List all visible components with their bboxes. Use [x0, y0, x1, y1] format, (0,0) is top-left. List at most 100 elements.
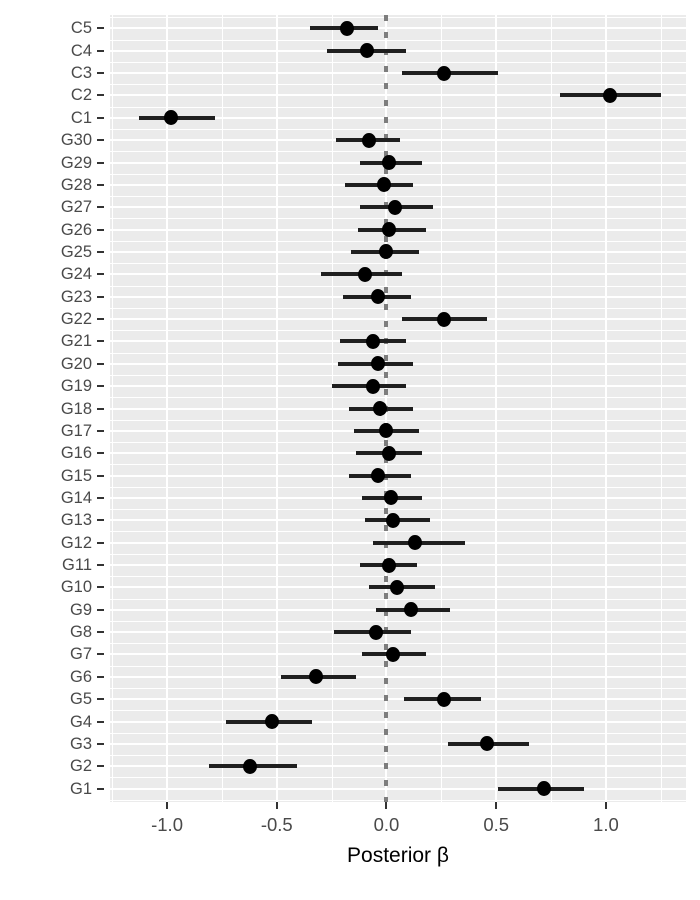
y-axis-tick — [97, 631, 104, 634]
gridline-horizontal-minor — [110, 553, 686, 555]
x-axis-tick-label: 1.0 — [593, 814, 619, 835]
posterior-estimate-point — [386, 646, 401, 662]
y-axis-tick — [97, 496, 104, 499]
gridline-horizontal-minor — [110, 84, 686, 86]
posterior-estimate-point — [243, 758, 258, 774]
y-axis-label: G26 — [60, 220, 92, 239]
gridline-horizontal-minor — [110, 710, 686, 712]
x-axis-tick — [166, 802, 169, 809]
y-axis-label: G29 — [60, 153, 92, 172]
y-axis-tick — [97, 318, 104, 321]
gridline-horizontal-minor — [110, 218, 686, 220]
plot-panel — [110, 15, 686, 802]
posterior-estimate-point — [408, 535, 422, 551]
y-axis-tick — [97, 720, 104, 723]
x-axis-tick-label: -1.0 — [151, 814, 183, 835]
posterior-estimate-point — [381, 445, 396, 461]
posterior-estimate-point — [381, 155, 396, 171]
gridline-horizontal-minor — [110, 374, 686, 376]
y-axis-label: G17 — [60, 421, 92, 440]
y-axis-tick — [97, 273, 104, 276]
gridline-horizontal-major — [110, 720, 686, 723]
posterior-estimate-point — [436, 691, 451, 707]
y-axis-tick — [97, 49, 104, 52]
y-axis-tick — [97, 586, 104, 589]
gridline-horizontal-minor — [110, 352, 686, 354]
gridline-horizontal-minor — [110, 39, 686, 41]
posterior-estimate-point — [309, 669, 324, 685]
gridline-horizontal-minor — [110, 17, 686, 19]
posterior-estimate-point — [359, 43, 374, 59]
y-axis-label: G24 — [60, 265, 92, 284]
posterior-estimate-point — [381, 222, 396, 238]
posterior-estimate-point — [379, 423, 394, 439]
y-axis-tick — [97, 295, 104, 298]
y-axis-label: G10 — [60, 578, 92, 597]
gridline-horizontal-minor — [110, 732, 686, 734]
gridline-horizontal-minor — [110, 419, 686, 421]
y-axis-label: G9 — [69, 600, 92, 619]
x-axis-tick — [495, 802, 498, 809]
y-axis-label: G7 — [69, 645, 92, 664]
y-axis-tick — [97, 653, 104, 656]
y-axis-tick — [97, 675, 104, 678]
gridline-horizontal-minor — [110, 799, 686, 801]
y-axis-label: G28 — [60, 175, 92, 194]
y-axis-label: G11 — [62, 555, 92, 574]
y-axis-tick — [97, 608, 104, 611]
y-axis-label: C2 — [70, 86, 92, 105]
posterior-estimate-point — [339, 20, 354, 36]
posterior-estimate-point — [379, 244, 394, 260]
y-axis-label: G8 — [69, 622, 92, 641]
gridline-horizontal-minor — [110, 486, 686, 488]
gridline-horizontal-major — [110, 27, 686, 30]
x-axis-title: Posterior β — [347, 844, 449, 867]
gridline-horizontal-minor — [110, 106, 686, 108]
posterior-estimate-point — [381, 557, 396, 573]
x-axis-tick-label: 0.0 — [373, 814, 400, 835]
gridline-horizontal-minor — [110, 687, 686, 689]
gridline-horizontal-major — [110, 765, 686, 768]
y-axis-tick — [97, 27, 104, 30]
y-axis-label: G22 — [60, 309, 92, 328]
gridline-horizontal-minor — [110, 576, 686, 578]
posterior-estimate-point — [383, 490, 398, 506]
gridline-horizontal-minor — [110, 620, 686, 622]
y-axis-tick — [97, 161, 104, 164]
posterior-estimate-point — [377, 177, 392, 193]
gridline-horizontal-major — [110, 94, 686, 97]
y-axis-label: G6 — [69, 667, 92, 686]
y-axis-tick — [97, 452, 104, 455]
y-axis-tick — [97, 206, 104, 209]
gridline-horizontal-minor — [110, 397, 686, 399]
posterior-estimate-point — [386, 512, 401, 528]
gridline-horizontal-minor — [110, 531, 686, 533]
y-axis-tick — [97, 250, 104, 253]
posterior-estimate-point — [403, 602, 418, 618]
y-axis-label: G5 — [69, 689, 92, 708]
posterior-estimate-point — [265, 714, 280, 729]
y-axis-label: G3 — [69, 734, 92, 753]
x-axis-tick-label: -0.5 — [260, 814, 293, 835]
y-axis-label: G27 — [60, 198, 92, 217]
y-axis-label: C3 — [70, 63, 92, 82]
posterior-estimate-point — [436, 311, 451, 327]
y-axis-tick — [97, 340, 104, 343]
posterior-estimate-point — [390, 579, 405, 595]
gridline-horizontal-minor — [110, 196, 686, 198]
y-axis-tick — [97, 429, 104, 432]
x-axis-tick-label: 0.5 — [483, 814, 510, 835]
gridline-horizontal-minor — [110, 755, 686, 757]
gridline-horizontal-minor — [110, 643, 686, 645]
gridline-horizontal-major — [110, 675, 686, 678]
posterior-estimate-point — [366, 378, 381, 394]
posterior-estimate-point — [372, 401, 387, 416]
y-axis-tick — [97, 385, 104, 388]
y-axis-label: G30 — [60, 130, 92, 149]
gridline-horizontal-minor — [110, 263, 686, 265]
y-axis-label: G14 — [60, 488, 92, 507]
y-axis-label: G2 — [69, 756, 92, 775]
x-axis-tick — [604, 802, 607, 809]
posterior-estimate-point — [370, 356, 385, 372]
